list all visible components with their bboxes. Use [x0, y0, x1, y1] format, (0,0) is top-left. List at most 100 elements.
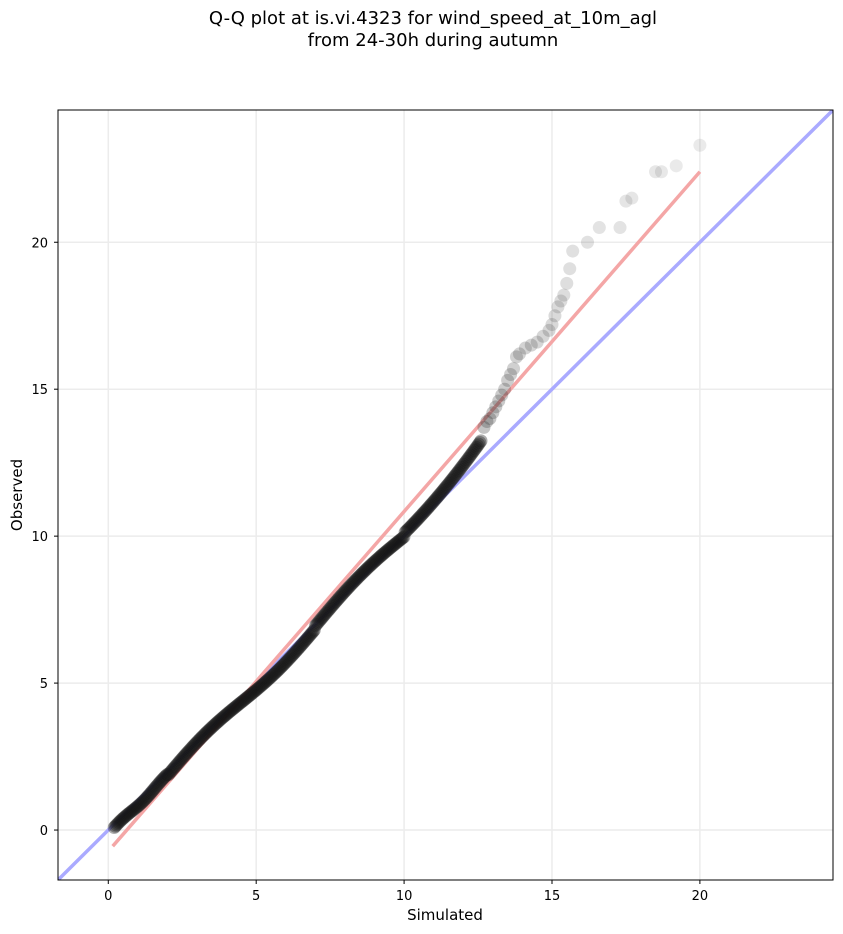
data-point — [251, 682, 265, 696]
data-point — [654, 165, 668, 179]
data-point — [368, 554, 382, 568]
data-point — [227, 701, 241, 715]
data-point — [128, 802, 142, 816]
data-point — [566, 244, 580, 258]
data-point — [283, 651, 297, 665]
data-point — [375, 548, 389, 562]
data-point — [330, 593, 344, 607]
data-point — [315, 610, 329, 624]
data-point — [136, 794, 150, 808]
data-point — [364, 558, 378, 572]
data-point — [400, 523, 414, 537]
data-point — [461, 451, 475, 465]
data-point — [242, 689, 256, 703]
data-point — [154, 774, 168, 788]
y-tick-label: 10 — [31, 530, 48, 545]
data-point — [258, 676, 272, 690]
data-point — [141, 790, 155, 804]
data-point — [313, 613, 327, 627]
data-point — [112, 816, 126, 830]
data-point — [293, 639, 307, 653]
y-tick-label: 0 — [40, 824, 48, 839]
data-point — [220, 707, 234, 721]
data-point — [275, 659, 289, 673]
data-point — [450, 466, 464, 480]
data-point — [152, 776, 166, 790]
data-point — [380, 544, 394, 558]
data-point — [115, 812, 129, 826]
data-point — [467, 443, 481, 457]
data-point — [151, 778, 165, 792]
data-point — [216, 710, 230, 724]
data-point — [345, 577, 359, 591]
data-point — [143, 787, 157, 801]
data-point — [402, 522, 416, 536]
data-point — [235, 695, 249, 709]
data-point — [161, 768, 175, 782]
data-point — [383, 541, 397, 555]
data-point — [305, 626, 319, 640]
data-point — [157, 771, 171, 785]
data-point — [191, 734, 205, 748]
data-point — [509, 350, 523, 364]
data-point — [204, 721, 218, 735]
data-point — [361, 560, 375, 574]
data-point — [459, 454, 473, 468]
data-point — [563, 262, 577, 276]
data-point — [359, 563, 373, 577]
data-point — [139, 791, 153, 805]
data-point — [323, 601, 337, 615]
data-point — [195, 730, 209, 744]
data-point — [121, 807, 135, 821]
data-point — [249, 683, 263, 697]
data-point — [215, 711, 229, 725]
data-point — [244, 687, 258, 701]
data-point — [429, 492, 443, 506]
data-point — [113, 814, 127, 828]
data-point — [422, 500, 436, 514]
fit-line — [111, 170, 702, 848]
x-tick-label: 20 — [692, 889, 709, 904]
data-point — [245, 686, 259, 700]
data-point — [187, 739, 201, 753]
data-point — [110, 818, 124, 832]
data-point — [254, 679, 268, 693]
data-point — [331, 592, 345, 606]
data-point — [273, 661, 287, 675]
data-point — [159, 769, 173, 783]
data-point — [300, 631, 314, 645]
data-point — [619, 194, 633, 208]
data-point — [357, 565, 371, 579]
data-point — [153, 775, 167, 789]
data-point — [462, 450, 476, 464]
data-point — [613, 221, 627, 235]
data-point — [233, 697, 247, 711]
data-point — [498, 382, 512, 396]
x-axis-label: Simulated — [407, 906, 483, 924]
data-point — [387, 538, 401, 552]
data-point — [469, 440, 483, 454]
data-point — [343, 579, 357, 593]
data-point — [214, 712, 228, 726]
data-point — [333, 590, 347, 604]
data-point — [410, 513, 424, 527]
data-point — [407, 516, 421, 530]
data-point — [282, 652, 296, 666]
data-point — [327, 597, 341, 611]
data-point — [551, 300, 565, 314]
data-point — [149, 780, 163, 794]
data-point — [129, 801, 143, 815]
data-point — [358, 564, 372, 578]
data-point — [116, 811, 130, 825]
data-point — [221, 706, 235, 720]
data-point — [477, 420, 491, 434]
data-point — [395, 532, 409, 546]
data-point — [328, 596, 342, 610]
data-point — [276, 658, 290, 672]
data-point — [131, 799, 145, 813]
data-point — [433, 488, 447, 502]
data-point — [388, 537, 402, 551]
data-point — [426, 496, 440, 510]
data-point — [399, 524, 413, 538]
data-point — [303, 629, 317, 643]
